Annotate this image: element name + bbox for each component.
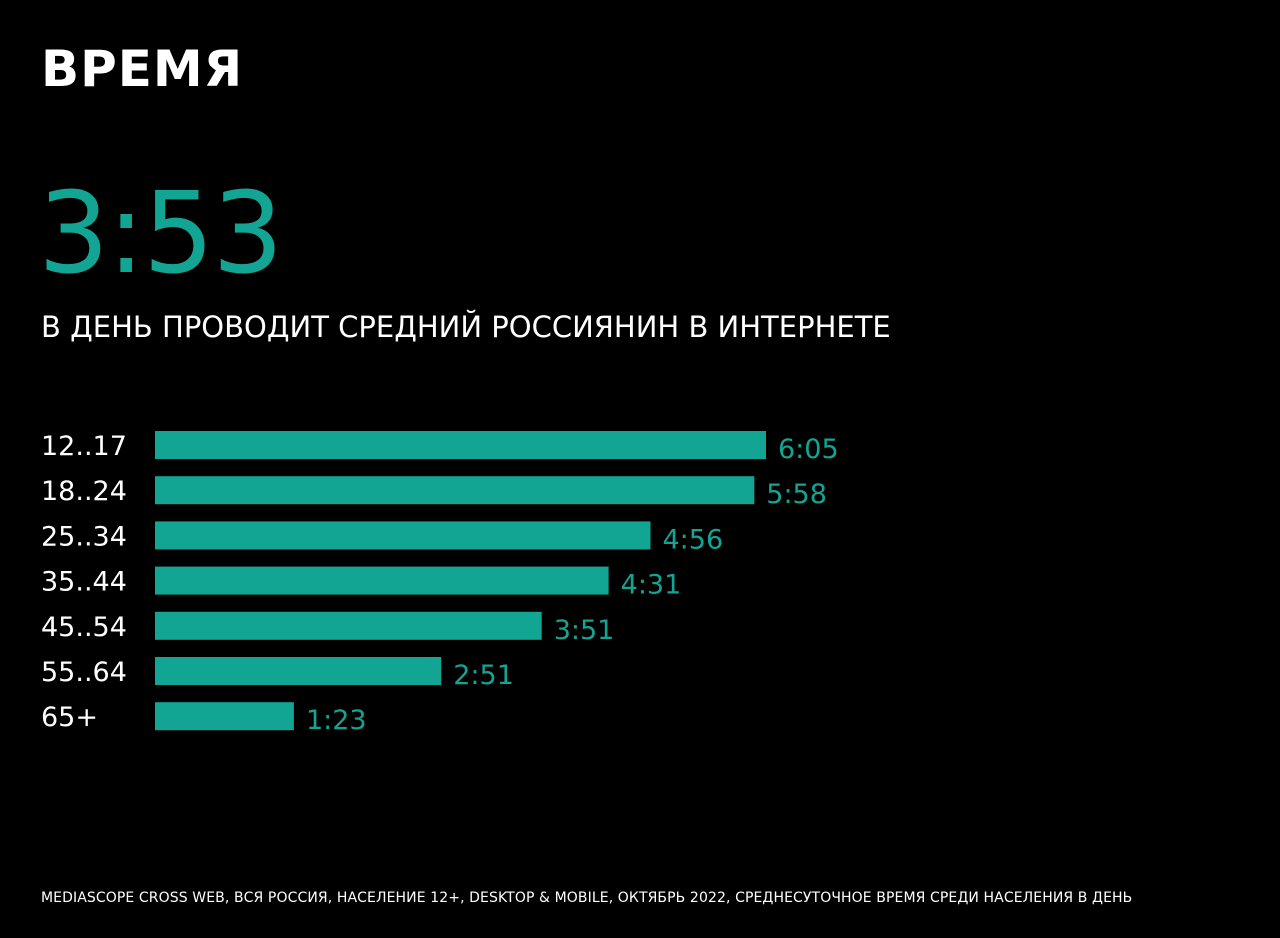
bar: [155, 611, 542, 640]
data-label: 3:51: [554, 615, 615, 646]
bar: [155, 431, 766, 459]
data-label: 1:23: [306, 705, 367, 736]
category-label: 35..44: [41, 567, 127, 598]
bar: [155, 476, 755, 505]
data-label: 4:56: [662, 524, 723, 555]
bar: [155, 566, 609, 595]
data-label: 6:05: [778, 434, 839, 465]
data-label: 2:51: [453, 660, 514, 691]
data-label: 5:58: [766, 479, 827, 510]
headline-value: 3:53: [38, 169, 284, 299]
bar: [155, 657, 442, 685]
headline-caption: В ДЕНЬ ПРОВОДИТ СРЕДНИЙ РОССИЯНИН В ИНТЕ…: [41, 310, 891, 344]
category-label: 45..54: [41, 612, 127, 643]
bar: [155, 521, 651, 550]
source-footnote: MEDIASCOPE CROSS WEB, ВСЯ РОССИЯ, НАСЕЛЕ…: [41, 890, 1133, 906]
page-title: ВРЕМЯ: [41, 40, 244, 98]
category-label: 12..17: [41, 431, 127, 462]
bar: [155, 702, 294, 731]
category-label: 65+: [41, 702, 98, 733]
category-label: 18..24: [41, 476, 127, 507]
data-label: 4:31: [621, 570, 682, 601]
category-label: 25..34: [41, 521, 127, 552]
category-label: 55..64: [41, 657, 127, 688]
